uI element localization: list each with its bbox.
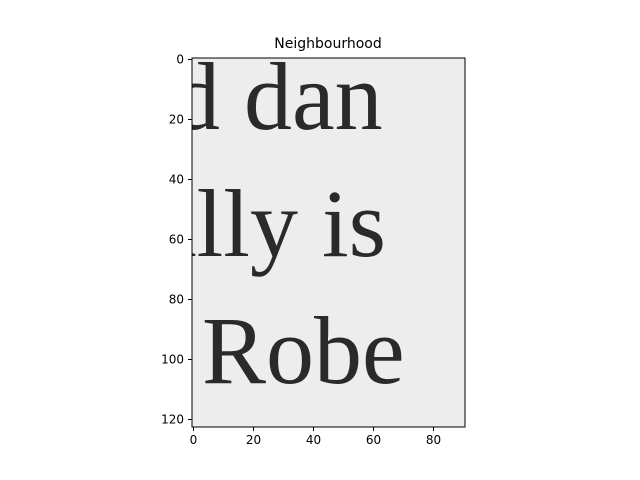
chart-title: Neighbourhood	[274, 36, 381, 52]
y-tick-label-2: 40	[169, 173, 184, 187]
plot-area: d dan ally is Robe	[154, 43, 466, 428]
y-axis: 0 20 40 60 80 100 120	[161, 53, 192, 427]
y-tick-label-4: 80	[169, 293, 184, 307]
image-background	[192, 58, 465, 427]
x-axis: 0 20 40 60 80	[190, 427, 441, 447]
y-tick-label-0: 0	[176, 53, 184, 67]
image-text-line-3: Robe	[202, 297, 405, 404]
y-tick-label-3: 60	[169, 233, 184, 247]
image-text-line-2: ally is	[154, 170, 386, 277]
plot-frame	[191, 57, 466, 428]
x-tick-label-1: 20	[246, 433, 261, 447]
y-tick-label-6: 120	[161, 413, 184, 427]
x-tick-label-4: 80	[426, 433, 441, 447]
x-tick-label-0: 0	[190, 433, 198, 447]
y-tick-label-1: 20	[169, 113, 184, 127]
image-text-line-1: d dan	[172, 43, 383, 150]
x-tick-label-3: 60	[366, 433, 381, 447]
y-tick-label-5: 100	[161, 353, 184, 367]
x-tick-label-2: 40	[306, 433, 321, 447]
